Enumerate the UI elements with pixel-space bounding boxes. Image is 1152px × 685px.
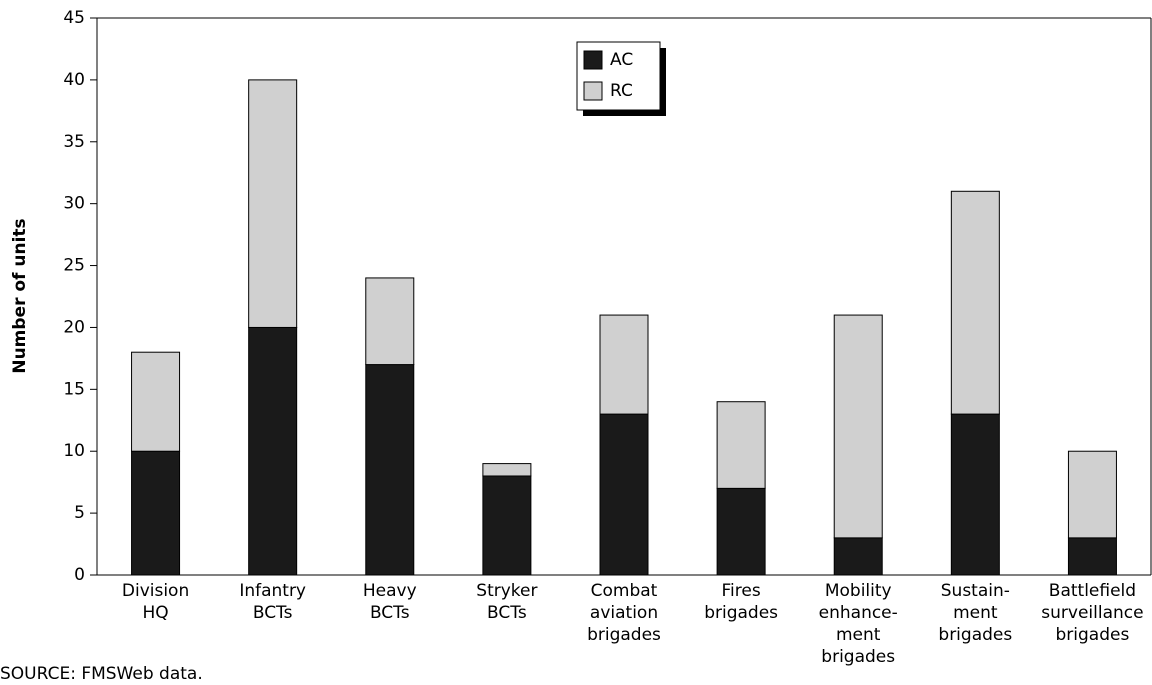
bar-segment (716, 401, 766, 489)
bar-segment (599, 314, 649, 415)
x-tick-label: BCTs (253, 603, 293, 623)
legend-swatch (583, 50, 603, 70)
x-tick-label: brigades (821, 647, 895, 667)
y-tick-label: 35 (63, 132, 85, 152)
x-tick-label: Mobility (825, 581, 892, 601)
x-tick-label: Battlefield (1049, 581, 1136, 601)
x-tick-label: aviation (590, 603, 658, 623)
x-tick-label: Stryker (476, 581, 537, 601)
x-tick-label: BCTs (487, 603, 527, 623)
y-tick-label: 5 (74, 503, 85, 523)
bar-segment (365, 364, 415, 576)
bar-segment (1067, 537, 1117, 576)
x-tick-label: HQ (142, 603, 168, 623)
x-tick-label: ment (836, 625, 881, 645)
x-tick-label: ment (953, 603, 998, 623)
bar-segment (950, 190, 1000, 415)
bar-segment (833, 314, 883, 539)
x-tick-label: brigades (587, 625, 661, 645)
y-tick-label: 10 (63, 441, 85, 461)
bar-segment (248, 326, 298, 576)
x-tick-label: Division (122, 581, 189, 601)
bar-segment (365, 277, 415, 366)
bar-segment (248, 79, 298, 328)
bar-segment (131, 450, 181, 576)
y-tick-label: 15 (63, 379, 85, 399)
y-axis-label: Number of units (10, 218, 30, 373)
legend-label: AC (610, 50, 633, 70)
bar-segment (482, 475, 532, 576)
x-tick-label: Infantry (239, 581, 306, 601)
x-tick-label: Combat (591, 581, 658, 601)
y-tick-label: 45 (63, 8, 85, 28)
x-tick-label: Sustain- (941, 581, 1010, 601)
bar-segment (833, 537, 883, 576)
x-tick-label: brigades (1056, 625, 1130, 645)
x-tick-label: surveillance (1041, 603, 1143, 623)
bar-segment (716, 487, 766, 576)
legend-label: RC (610, 81, 633, 101)
source-note: SOURCE: FMSWeb data. (0, 664, 203, 681)
x-tick-label: BCTs (370, 603, 410, 623)
y-tick-label: 30 (63, 194, 85, 214)
bar-segment (482, 463, 532, 477)
x-tick-label: Heavy (363, 581, 417, 601)
bar-segment (131, 351, 181, 452)
bar-segment (1067, 450, 1117, 539)
x-tick-label: enhance- (819, 603, 898, 623)
bar-segment (950, 413, 1000, 576)
y-tick-label: 25 (63, 256, 85, 276)
y-tick-label: 20 (63, 317, 85, 337)
legend-swatch (583, 81, 603, 101)
y-tick-label: 0 (74, 565, 85, 585)
bar-segment (599, 413, 649, 576)
x-tick-label: brigades (704, 603, 778, 623)
y-tick-label: 40 (63, 70, 85, 90)
x-tick-label: Fires (722, 581, 761, 601)
x-tick-label: brigades (938, 625, 1012, 645)
